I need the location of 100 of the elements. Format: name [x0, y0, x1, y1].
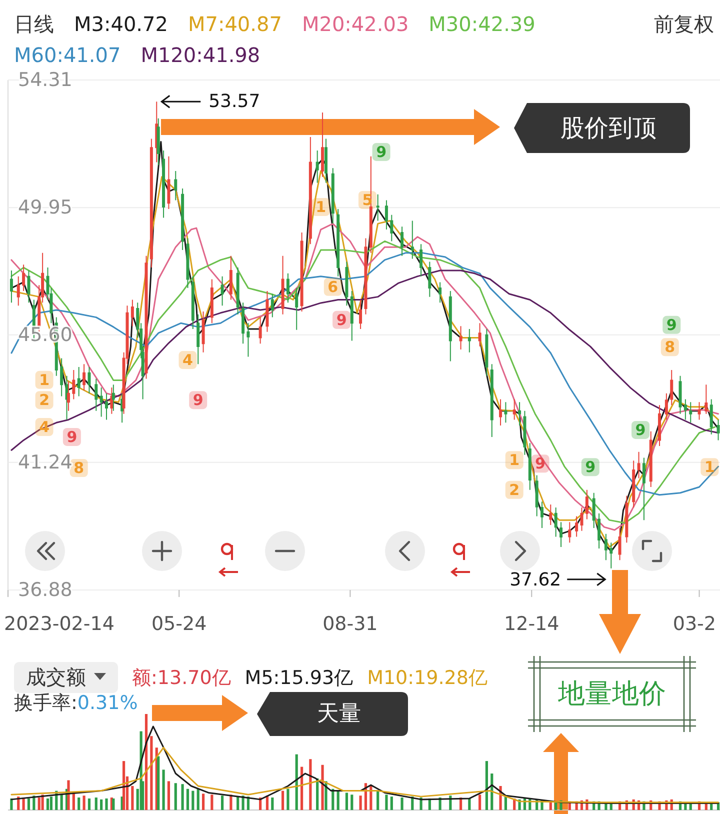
bar [321, 764, 324, 810]
bar [376, 790, 380, 810]
candlestick [242, 302, 245, 344]
candlestick [478, 322, 482, 348]
annotation: 6 [328, 278, 338, 296]
candlestick [540, 501, 544, 528]
bar [309, 759, 312, 810]
candlestick [246, 322, 250, 358]
text: 地量地价 [557, 678, 666, 710]
candlestick [598, 512, 601, 549]
candlestick [359, 299, 362, 330]
candlestick [580, 506, 584, 532]
text: M120:41.98 [140, 43, 260, 67]
bar [271, 798, 274, 810]
annotation: 1 [509, 451, 520, 470]
candlestick [174, 170, 178, 201]
candlestick [549, 504, 552, 526]
candlestick [324, 138, 328, 184]
candlestick [523, 410, 526, 456]
candlestick [642, 457, 646, 521]
candlestick [321, 112, 324, 178]
annotation: 1 [704, 458, 715, 476]
candlestick [350, 290, 354, 342]
candlestick [336, 208, 340, 277]
annotation: 9 [635, 420, 646, 439]
text: M60:41.07 [14, 43, 121, 67]
candlestick [704, 384, 708, 414]
text: M7:40.87 [188, 12, 282, 36]
bar [359, 796, 362, 810]
bar [150, 736, 153, 810]
candlestick [438, 282, 442, 304]
candlestick [210, 278, 214, 324]
candlestick [266, 290, 269, 332]
annotation: 4 [182, 351, 193, 370]
y-tick-label: 54.31 [18, 69, 72, 91]
candlestick [384, 200, 388, 230]
candlestick [364, 238, 368, 315]
bar [196, 788, 200, 810]
candlestick [27, 270, 30, 304]
annotation: 2 [39, 391, 50, 410]
candlestick [560, 522, 563, 548]
text: M10:19.28亿 [367, 667, 488, 689]
annotation: 8 [664, 338, 676, 356]
candlestick [295, 288, 298, 330]
candlestick [490, 364, 494, 438]
chart-title: 日线 [14, 12, 54, 36]
bar [27, 798, 30, 810]
x-tick-label: 12-14 [504, 613, 560, 635]
candlestick [270, 293, 274, 318]
bar [281, 790, 284, 810]
bar [46, 798, 50, 810]
candlestick [459, 326, 462, 350]
y-tick-label: 36.88 [18, 579, 72, 601]
candlestick [316, 150, 319, 184]
bar [220, 796, 224, 810]
candlestick [345, 261, 348, 306]
bar [88, 798, 91, 810]
candlestick [535, 474, 538, 517]
bar [157, 756, 160, 810]
x-tick-label: 05-24 [151, 613, 207, 635]
bar [122, 761, 126, 810]
candlestick [518, 402, 522, 426]
candlestick [258, 316, 262, 344]
annotation: 1 [316, 198, 326, 216]
candlestick [710, 398, 713, 435]
candlestick [16, 276, 20, 306]
bar [400, 798, 404, 810]
bar [345, 792, 348, 810]
candlestick [156, 118, 160, 166]
candlestick [100, 387, 103, 418]
bar [181, 784, 184, 810]
candlestick [512, 398, 516, 420]
bar [38, 798, 40, 810]
bar [286, 788, 290, 810]
candlestick [162, 150, 166, 218]
candlestick [110, 387, 114, 414]
candlestick [568, 522, 572, 544]
candlestick [604, 533, 608, 561]
candlestick [664, 392, 668, 420]
x-tick-label: 2023-02-14 [4, 613, 114, 635]
bar [10, 798, 13, 810]
annotation: 9 [585, 458, 596, 476]
candlestick [637, 451, 640, 479]
candlestick [82, 364, 86, 391]
candlestick [191, 276, 194, 330]
annotation: 9 [192, 391, 204, 410]
candlestick [649, 430, 652, 488]
candlestick [698, 402, 701, 420]
candlestick [229, 255, 232, 300]
candlestick [485, 328, 488, 376]
candlestick [112, 384, 115, 412]
text: M20:42.03 [302, 12, 409, 36]
bar [504, 796, 508, 810]
bar [202, 794, 205, 810]
candlestick [202, 310, 205, 353]
text: 额:13.70亿 [132, 667, 231, 689]
y-tick-label: 49.95 [18, 196, 72, 219]
bar [468, 798, 471, 810]
bar [94, 798, 98, 810]
bar [295, 754, 298, 810]
